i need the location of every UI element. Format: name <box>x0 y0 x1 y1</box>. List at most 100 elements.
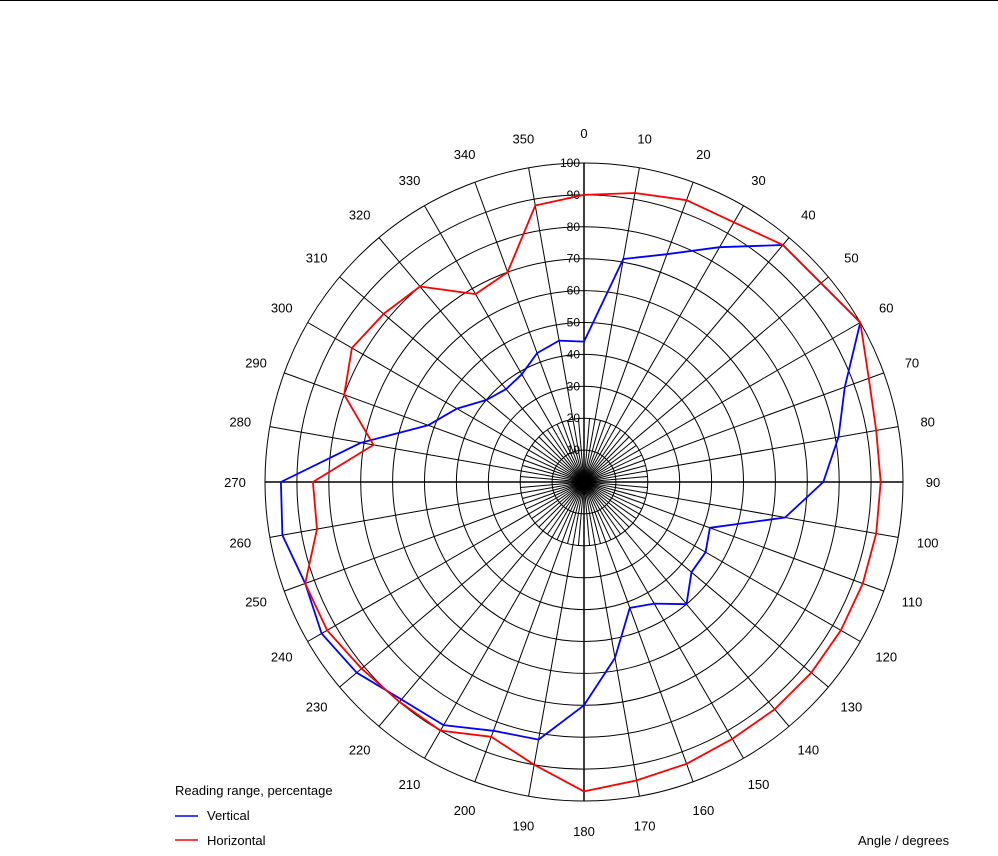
grid-spoke-195 <box>567 481 585 544</box>
grid-spoke-135 <box>583 481 630 528</box>
series-lines <box>279 192 882 793</box>
grid-spoke-25 <box>583 423 612 483</box>
radial-tick-20: 20 <box>567 411 581 425</box>
angle-tick-220: 220 <box>349 742 371 757</box>
angle-tick-60: 60 <box>879 301 893 316</box>
grid-spoke-150 <box>583 481 744 759</box>
angle-tick-50: 50 <box>844 251 858 266</box>
grid-spoke-75 <box>583 465 646 483</box>
angle-tick-290: 290 <box>245 356 267 371</box>
angle-tick-10: 10 <box>637 131 651 146</box>
grid-spoke-220 <box>378 481 585 727</box>
grid-spoke-265 <box>520 481 585 489</box>
grid-spoke-335 <box>556 423 585 483</box>
grid-spoke-315 <box>538 436 585 483</box>
top-rule <box>0 0 998 1</box>
angle-tick-240: 240 <box>271 650 293 665</box>
angle-tick-140: 140 <box>797 742 819 757</box>
grid-spoke-260 <box>269 481 585 538</box>
grid-spoke-280 <box>269 426 585 483</box>
grid-spoke-130 <box>583 481 829 688</box>
grid-spoke-165 <box>583 481 601 544</box>
grid-spoke-200 <box>474 481 585 782</box>
grid-spoke-55 <box>583 444 637 483</box>
grid-spoke-10 <box>583 167 640 483</box>
angle-tick-260: 260 <box>229 536 251 551</box>
grid-spoke-190 <box>528 481 585 797</box>
grid-spoke-145 <box>583 481 622 535</box>
angle-tick-190: 190 <box>513 819 535 834</box>
series-line-horizontal <box>304 192 882 793</box>
angle-tick-210: 210 <box>399 777 421 792</box>
angle-tick-100: 100 <box>917 536 939 551</box>
grid-spoke-155 <box>583 481 612 541</box>
grid-spoke-120 <box>583 481 861 642</box>
radial-tick-10: 10 <box>567 443 581 457</box>
grid-spoke-225 <box>538 481 585 528</box>
grid-spoke-350 <box>528 167 585 483</box>
angle-tick-130: 130 <box>840 699 862 714</box>
grid-spoke-205 <box>556 481 585 541</box>
radial-tick-60: 60 <box>567 284 581 298</box>
radial-tick-100: 100 <box>560 156 580 170</box>
grid-spoke-345 <box>567 420 585 483</box>
grid-spoke-105 <box>583 481 646 499</box>
radial-tick-40: 40 <box>567 347 581 361</box>
grid-spoke-245 <box>525 481 585 510</box>
angle-tick-30: 30 <box>751 173 765 188</box>
grid-spoke-15 <box>583 420 601 483</box>
angle-tick-20: 20 <box>696 147 710 162</box>
grid-spoke-275 <box>520 475 585 483</box>
grid-spoke-305 <box>531 444 585 483</box>
legend-label-vertical: Vertical <box>207 808 250 823</box>
grid-spoke-95 <box>583 481 648 489</box>
angle-tick-0: 0 <box>580 126 587 141</box>
angle-tick-labels: 0 10 20 30 40 50 60 70 80 90 100 110 120 130 140 150 160… <box>224 126 940 839</box>
angle-tick-110: 110 <box>902 594 923 609</box>
grid-spoke-35 <box>583 429 622 483</box>
grid-spoke-215 <box>546 481 585 535</box>
grid-spoke-355 <box>577 418 585 483</box>
legend: Reading range, percentage Vertical Horiz… <box>175 783 333 848</box>
angle-tick-200: 200 <box>454 803 476 818</box>
grid-spoke-125 <box>583 481 637 520</box>
grid-spoke-300 <box>307 322 585 483</box>
angle-tick-120: 120 <box>875 650 897 665</box>
radial-tick-80: 80 <box>567 220 581 234</box>
angle-tick-330: 330 <box>399 173 421 188</box>
grid-spoke-185 <box>577 481 585 546</box>
grid-spoke-285 <box>522 465 585 483</box>
angle-tick-170: 170 <box>634 819 656 834</box>
angle-tick-270: 270 <box>224 475 246 490</box>
angle-tick-300: 300 <box>271 301 293 316</box>
grid-spoke-325 <box>546 429 585 483</box>
angle-tick-320: 320 <box>349 208 371 223</box>
grid-spoke-250 <box>284 481 585 592</box>
radial-tick-labels: 10 20 30 40 50 60 70 80 90 100 <box>560 156 580 457</box>
angle-tick-230: 230 <box>306 699 328 714</box>
angle-tick-340: 340 <box>454 147 476 162</box>
grid-spoke-40 <box>583 237 790 483</box>
grid-spoke-170 <box>583 481 640 797</box>
grid-spoke-110 <box>583 481 884 592</box>
radial-tick-50: 50 <box>567 316 581 330</box>
radial-tick-90: 90 <box>567 188 581 202</box>
radial-tick-30: 30 <box>567 379 581 393</box>
grid-spoke-85 <box>583 475 648 483</box>
grid-spoke-50 <box>583 276 829 483</box>
angle-tick-250: 250 <box>245 594 267 609</box>
polar-grid <box>264 162 904 802</box>
grid-spoke-115 <box>583 481 643 510</box>
grid-spoke-330 <box>424 205 585 483</box>
grid-spoke-290 <box>284 372 585 483</box>
grid-spoke-70 <box>583 372 884 483</box>
angle-tick-350: 350 <box>513 131 535 146</box>
angle-tick-180: 180 <box>573 824 595 839</box>
angle-tick-280: 280 <box>229 414 251 429</box>
angle-axis-label: Angle / degrees <box>858 833 950 848</box>
angle-tick-160: 160 <box>693 803 715 818</box>
grid-spoke-235 <box>531 481 585 520</box>
angle-tick-150: 150 <box>748 777 770 792</box>
grid-spoke-255 <box>522 481 585 499</box>
